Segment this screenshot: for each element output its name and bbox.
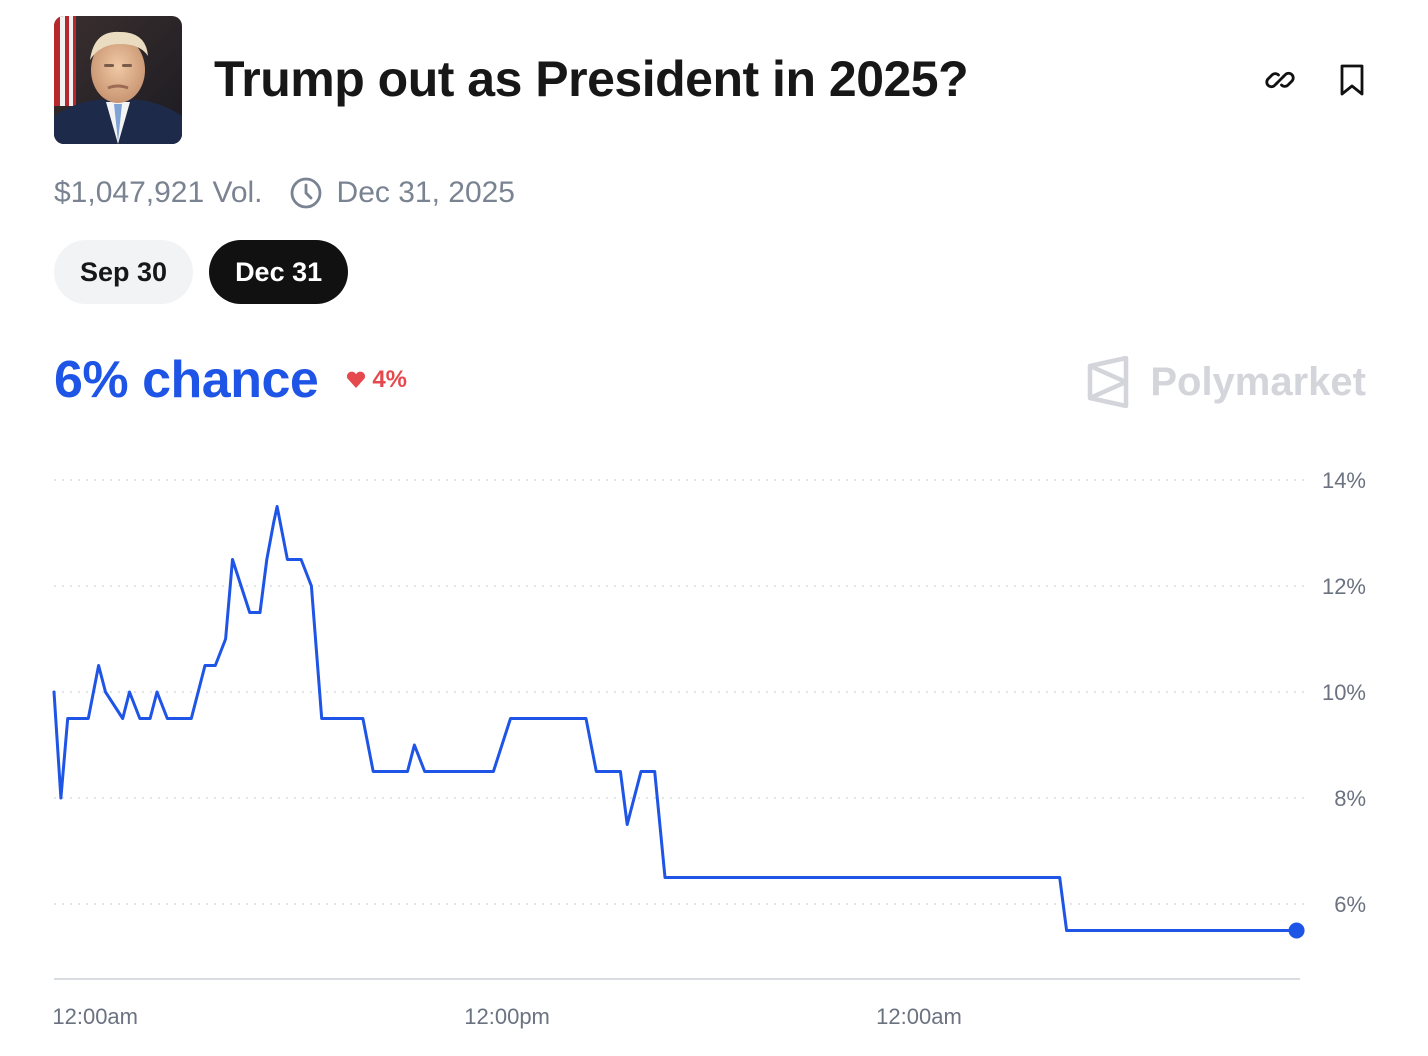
x-tick-label: 12:00am: [876, 1004, 962, 1029]
polymarket-logo: Polymarket: [1086, 356, 1366, 408]
price-chart: 14% 12% 10% 8% 6% 12:00am 12:00pm 12:00am: [52, 468, 1366, 1029]
change-value: 4%: [372, 366, 407, 393]
x-tick-label: 12:00pm: [464, 1004, 550, 1029]
down-heart-icon: [347, 371, 366, 388]
y-tick-label: 14%: [1322, 468, 1366, 493]
series-line: [52, 505, 1299, 932]
bookmark-button[interactable]: [1330, 58, 1374, 102]
tab-sep-30[interactable]: Sep 30: [54, 240, 194, 304]
y-tick-label: 8%: [1334, 786, 1366, 811]
y-tick-label: 12%: [1322, 574, 1366, 599]
chance-summary: 6% chance 4%: [54, 350, 407, 410]
volume-text: $1,047,921 Vol.: [54, 176, 263, 209]
tab-dec-31[interactable]: Dec 31: [209, 240, 349, 304]
market-title: Trump out as President in 2025?: [214, 51, 969, 107]
copy-link-button[interactable]: [1258, 58, 1302, 102]
link-icon: [1265, 71, 1295, 89]
current-point-marker[interactable]: [1288, 922, 1305, 939]
market-meta: $1,047,921 Vol. Dec 31, 2025: [54, 176, 515, 210]
y-tick-label: 10%: [1322, 680, 1366, 705]
brand-name: Polymarket: [1150, 359, 1366, 404]
end-date-text: Dec 31, 2025: [336, 176, 515, 209]
bookmark-icon: [1340, 64, 1364, 96]
chance-value: 6% chance: [54, 351, 319, 409]
change-badge: 4%: [346, 366, 407, 394]
polymarket-icon: [1088, 356, 1129, 408]
y-tick-label: 6%: [1334, 892, 1366, 917]
date-tabs: Sep 30 Dec 31: [54, 240, 349, 304]
x-tick-label: 12:00am: [52, 1004, 138, 1029]
portrait-avatar-icon: [54, 16, 182, 144]
market-avatar: [54, 16, 182, 144]
clock-icon: [289, 176, 323, 210]
